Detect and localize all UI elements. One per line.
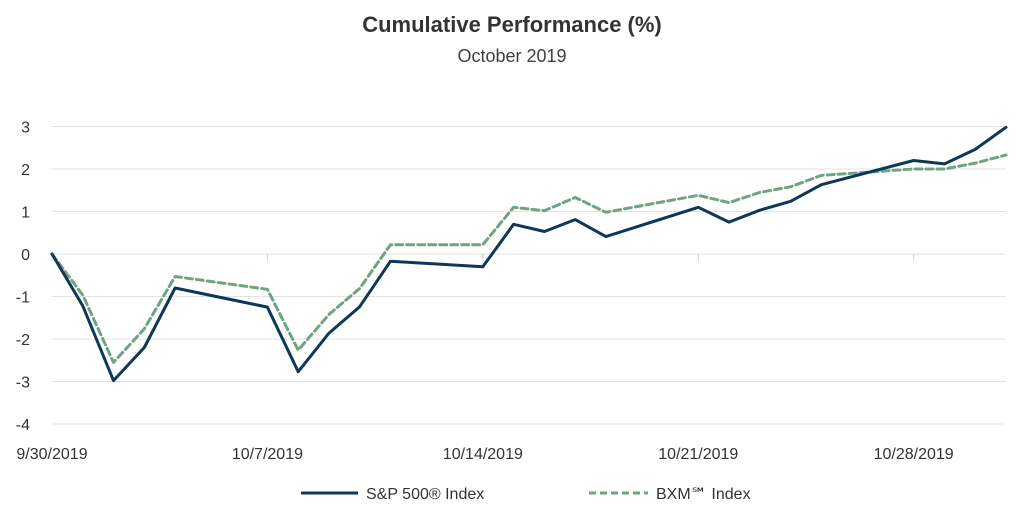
y-tick-label: 0 [21, 247, 30, 264]
x-tick-label: 9/30/2019 [16, 446, 87, 463]
series-line-1 [50, 153, 1008, 364]
y-tick-label: 3 [21, 120, 30, 137]
x-tick-label: 10/21/2019 [658, 446, 738, 463]
y-tick-label: -4 [16, 417, 30, 434]
y-tick-label: -1 [16, 290, 30, 307]
y-tick-label: 2 [21, 162, 30, 179]
y-tick-label: -3 [16, 375, 30, 392]
x-tick-label: 10/28/2019 [874, 446, 954, 463]
legend-label-1: BXM℠ Index [656, 486, 751, 503]
x-axis-ticks: 9/30/2019 10/7/2019 10/14/2019 10/21/2019 10… [16, 254, 1006, 463]
series-line-0 [50, 125, 1008, 383]
legend-label-0: S&P 500® Index [366, 486, 484, 503]
y-tick-label: -2 [16, 332, 30, 349]
chart-subtitle: October 2019 [457, 46, 567, 66]
x-tick-label: 10/14/2019 [443, 446, 523, 463]
y-axis-ticks: 3 2 1 0 -1 -2 -3 -4 [16, 120, 30, 435]
y-tick-label: 1 [21, 205, 30, 222]
chart-title: Cumulative Performance (%) [362, 12, 662, 37]
x-tick-label: 10/7/2019 [232, 446, 303, 463]
series-lines [50, 125, 1008, 383]
legend: S&P 500® Index BXM℠ Index [301, 486, 751, 503]
